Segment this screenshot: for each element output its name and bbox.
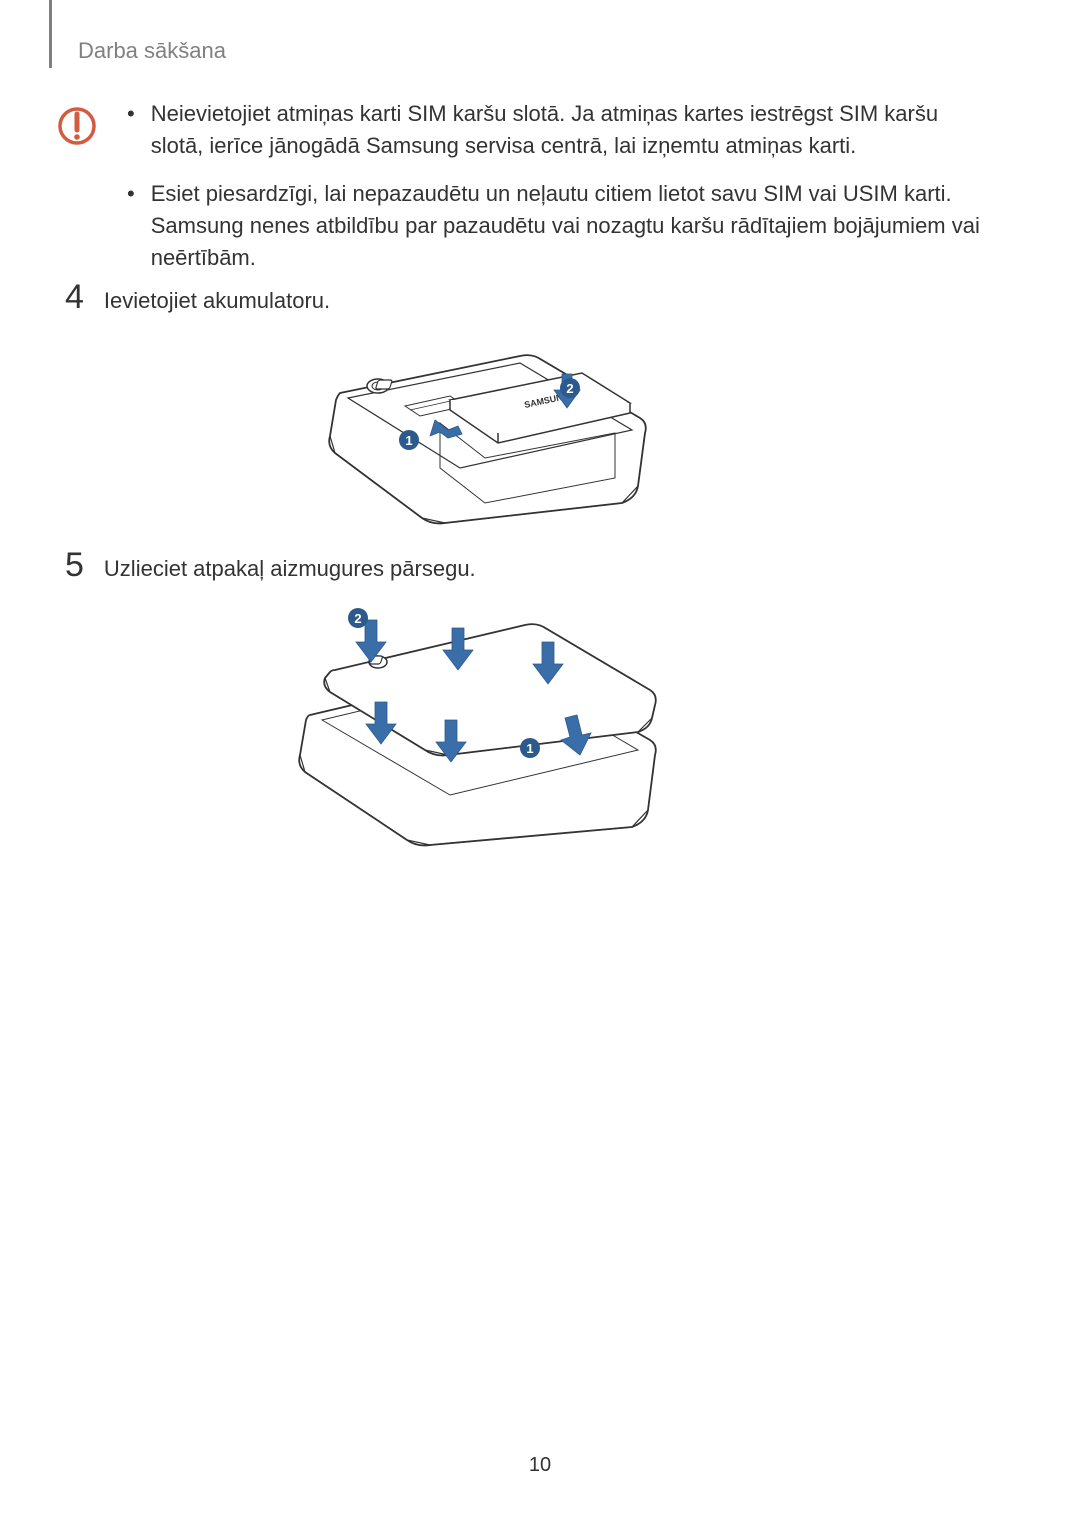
caution-icon [57, 106, 97, 146]
caution-bullet-item: • Esiet piesardzīgi, lai nepazaudētu un … [127, 178, 981, 274]
caution-bullet-item: • Neievietojiet atmiņas karti SIM karšu … [127, 98, 981, 162]
caution-box: • Neievietojiet atmiņas karti SIM karšu … [57, 98, 981, 290]
callout-label-2: 2 [566, 381, 573, 396]
section-title: Darba sākšana [78, 38, 226, 64]
battery-insertion-diagram: SAMSUNG 1 2 [310, 338, 660, 528]
header-vertical-line [49, 0, 52, 68]
step-5: 5 Uzlieciet atpakaļ aizmugures pārsegu. [65, 548, 476, 585]
bullet-marker: • [127, 178, 135, 274]
step-text: Ievietojiet akumulatoru. [104, 286, 330, 317]
callout-label-1: 1 [526, 741, 533, 756]
step-number: 4 [65, 280, 84, 314]
callout-label-1: 1 [405, 433, 412, 448]
bullet-text: Esiet piesardzīgi, lai nepazaudētu un ne… [151, 178, 981, 274]
bullet-text: Neievietojiet atmiņas karti SIM karšu sl… [151, 98, 981, 162]
bullet-marker: • [127, 98, 135, 162]
step-number: 5 [65, 548, 84, 582]
caution-bullet-list: • Neievietojiet atmiņas karti SIM karšu … [127, 98, 981, 290]
step-4: 4 Ievietojiet akumulatoru. [65, 280, 330, 317]
page-number: 10 [529, 1454, 551, 1477]
back-cover-diagram: 2 1 [280, 600, 680, 850]
step-text: Uzlieciet atpakaļ aizmugures pārsegu. [104, 554, 476, 585]
callout-label-2: 2 [354, 611, 361, 626]
